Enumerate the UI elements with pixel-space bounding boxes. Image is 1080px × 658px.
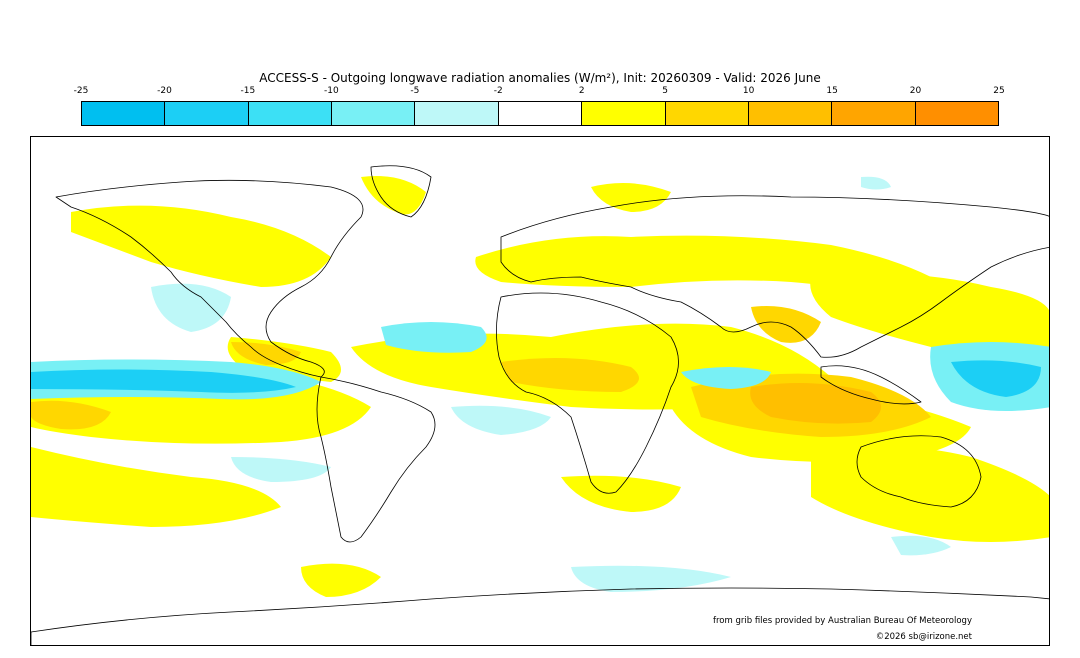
anomaly-field [151, 283, 231, 332]
anomaly-field [475, 235, 931, 302]
colorbar-tick-label: 15 [826, 86, 838, 96]
colorbar-swatch [665, 102, 749, 125]
continent-greenland [370, 165, 432, 218]
colorbar-tick-label: -5 [410, 86, 420, 96]
colorbar-swatch [82, 102, 166, 125]
anomaly-field [301, 563, 381, 597]
continent-eurasia [500, 195, 1049, 358]
anomaly-field [811, 447, 1049, 542]
anomaly-field [451, 405, 551, 435]
anomaly-field [810, 273, 1049, 352]
copyright-credit: ©2026 sb@irizone.net [875, 632, 972, 642]
map-panel [30, 136, 1050, 646]
anomaly-field [750, 383, 881, 424]
anomaly-field [891, 535, 951, 556]
colorbar-tick-label: 20 [909, 86, 922, 96]
anomaly-field [501, 358, 639, 392]
anomaly-field [681, 367, 771, 389]
colorbar-tick-label: -25 [73, 86, 89, 96]
continent-south-america [316, 376, 436, 543]
colorbar-swatch [915, 102, 998, 125]
map-title: ACCESS-S - Outgoing longwave radiation a… [259, 71, 821, 85]
colorbar-swatch [165, 102, 249, 125]
anomaly-field [71, 205, 331, 287]
anomaly-field [381, 322, 487, 353]
anomaly-field [591, 183, 671, 212]
continent-africa [496, 292, 679, 494]
colorbar-swatch [332, 102, 416, 125]
continent-australia [856, 435, 982, 508]
anomaly-field [231, 342, 301, 365]
island-maritime-continent [820, 365, 922, 405]
colorbar-tick-label: 2 [578, 86, 585, 96]
olr-anomaly-map [31, 165, 1049, 645]
anomaly-field [231, 457, 331, 482]
colorbar-swatch [832, 102, 916, 125]
anomaly-field [31, 400, 111, 430]
continent-north-america [55, 179, 364, 378]
anomaly-field [861, 176, 891, 190]
colorbar-swatch [498, 102, 583, 125]
colorbar-swatch [415, 102, 499, 125]
anomaly-field [951, 360, 1041, 397]
continent-antarctica [31, 587, 1049, 645]
colorbar-tick-label: -2 [493, 86, 503, 96]
anomaly-field [361, 176, 426, 215]
anomaly-field [561, 475, 681, 512]
colorbar [81, 101, 999, 126]
colorbar-tick-label: 10 [742, 86, 755, 96]
anomaly-field [31, 447, 281, 527]
colorbar-tick-labels: -25 -20 -15 -10 -5 -2 2 5 10 15 20 25 [0, 86, 1080, 98]
colorbar-tick-label: 25 [993, 86, 1005, 96]
anomaly-field [31, 369, 296, 393]
colorbar-swatch [248, 102, 333, 125]
colorbar-swatch [582, 102, 666, 125]
colorbar-tick-label: 5 [662, 86, 669, 96]
colorbar-swatch [748, 102, 833, 125]
colorbar-tick-label: -20 [157, 86, 172, 96]
colorbar-tick-label: -15 [240, 86, 256, 96]
colorbar-tick-label: -10 [324, 86, 339, 96]
anomaly-field [571, 565, 731, 592]
data-source-credit: from grib files provided by Australian B… [712, 616, 972, 626]
